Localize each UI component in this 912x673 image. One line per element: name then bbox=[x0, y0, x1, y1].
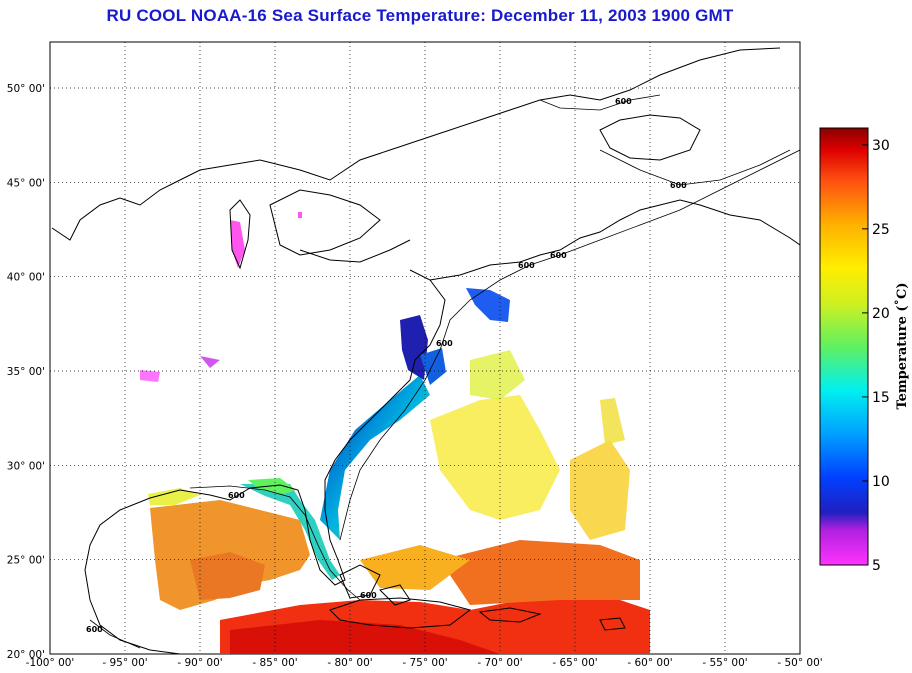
latitude-label: 35° 00' bbox=[7, 366, 45, 378]
contour-label: 600 bbox=[228, 491, 245, 500]
longitude-label: - 50° 00' bbox=[777, 657, 822, 669]
graticule bbox=[50, 42, 800, 654]
latitude-label: 40° 00' bbox=[7, 272, 45, 284]
contour-label: 600 bbox=[436, 339, 453, 348]
colorbar-tick-label: 10 bbox=[872, 474, 890, 490]
sst-atlantic-coast bbox=[320, 288, 510, 540]
latitude-labels: 50° 00' 45° 00' 40° 00' 35° 00' 30° 00' 25° 0… bbox=[7, 83, 45, 661]
colorbar-tick-label: 25 bbox=[872, 222, 890, 238]
colorbar-ticks: 30 25 20 15 10 5 bbox=[862, 138, 890, 574]
contour-label: 600 bbox=[615, 97, 632, 106]
colorbar-tick-label: 20 bbox=[872, 306, 890, 322]
map-title: RU COOL NOAA-16 Sea Surface Temperature:… bbox=[106, 6, 734, 25]
longitude-label: - 60° 00' bbox=[627, 657, 672, 669]
longitude-label: - 90° 00' bbox=[177, 657, 222, 669]
longitude-label: - 70° 00' bbox=[477, 657, 522, 669]
colorbar-tick-label: 30 bbox=[872, 138, 890, 154]
colorbar-tick-label: 5 bbox=[872, 558, 881, 574]
contour-label: 600 bbox=[670, 181, 687, 190]
longitude-labels: -100° 00' - 95° 00' - 90° 00' - 85° 00' - 80… bbox=[26, 657, 823, 669]
longitude-label: - 75° 00' bbox=[402, 657, 447, 669]
longitude-label: - 95° 00' bbox=[102, 657, 147, 669]
colorbar-tick-label: 15 bbox=[872, 390, 890, 406]
contour-label: 600 bbox=[518, 261, 535, 270]
sst-caribbean bbox=[220, 540, 650, 654]
contour-label: 600 bbox=[86, 625, 103, 634]
contour-labels: 600 600 600 600 600 600 600 600 bbox=[86, 97, 687, 634]
latitude-label: 20° 00' bbox=[7, 649, 45, 661]
longitude-label: - 65° 00' bbox=[552, 657, 597, 669]
contour-label: 600 bbox=[360, 591, 377, 600]
latitude-label: 25° 00' bbox=[7, 555, 45, 567]
colorbar-ramp bbox=[819, 127, 869, 566]
sst-gulf-of-mexico bbox=[148, 488, 310, 610]
colorbar: 30 25 20 15 10 5 Temperature (˚C) bbox=[819, 127, 910, 574]
longitude-label: - 80° 00' bbox=[327, 657, 372, 669]
latitude-label: 30° 00' bbox=[7, 460, 45, 472]
latitude-label: 45° 00' bbox=[7, 177, 45, 189]
longitude-label: - 85° 00' bbox=[252, 657, 297, 669]
colorbar-title: Temperature (˚C) bbox=[894, 282, 910, 409]
map-content: 600 600 600 600 600 600 600 600 bbox=[51, 47, 800, 654]
longitude-label: -100° 00' bbox=[26, 657, 75, 669]
longitude-label: - 55° 00' bbox=[702, 657, 747, 669]
latitude-label: 50° 00' bbox=[7, 83, 45, 95]
coastline bbox=[51, 47, 800, 654]
contour-label: 600 bbox=[550, 251, 567, 260]
depth-contour bbox=[89, 94, 800, 649]
sst-cold-lake bbox=[140, 212, 302, 382]
